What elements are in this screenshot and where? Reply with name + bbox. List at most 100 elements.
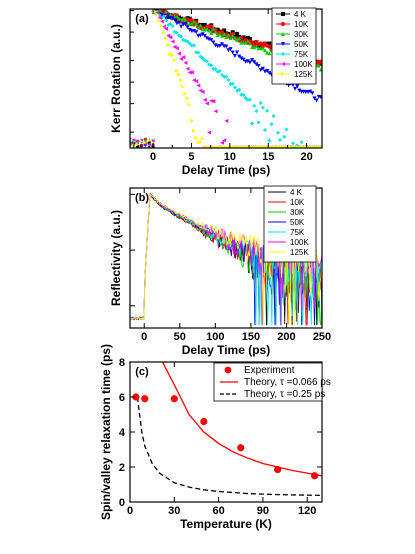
data-point — [220, 30, 225, 35]
data-point — [194, 22, 199, 27]
data-point — [213, 29, 218, 34]
data-point — [243, 40, 248, 45]
data-point — [316, 63, 321, 68]
data-point — [189, 18, 194, 23]
data-point — [228, 47, 233, 52]
data-point — [235, 31, 240, 36]
legend-box — [263, 185, 317, 263]
data-point — [159, 24, 164, 29]
x-tick-label: 0 — [127, 505, 133, 517]
data-point — [318, 67, 322, 72]
data-point — [230, 50, 235, 55]
data-point — [224, 118, 229, 123]
data-point — [179, 78, 184, 83]
series-line-100K — [130, 193, 322, 326]
data-point — [211, 40, 216, 45]
data-point — [209, 24, 214, 29]
data-point — [211, 99, 216, 104]
data-point — [185, 96, 190, 101]
data-point — [200, 32, 205, 37]
data-point — [183, 17, 188, 22]
data-point — [185, 39, 190, 44]
data-point — [168, 51, 173, 56]
data-point — [226, 48, 231, 53]
data-point — [174, 46, 179, 51]
legend-label: 75K — [294, 50, 309, 59]
data-point — [260, 66, 265, 71]
panel-label: (a) — [135, 13, 149, 25]
data-point — [174, 17, 179, 22]
data-point — [226, 78, 231, 83]
data-point — [139, 139, 144, 144]
experiment-point — [311, 472, 319, 480]
data-point — [202, 33, 207, 38]
data-point — [254, 62, 259, 67]
data-point — [230, 33, 235, 38]
data-point — [168, 12, 173, 17]
data-point — [241, 57, 246, 62]
data-point — [250, 40, 255, 45]
x-tick-label: 200 — [277, 331, 295, 343]
data-point — [183, 60, 188, 65]
data-point — [222, 31, 227, 36]
x-tick-label: 20 — [301, 151, 313, 163]
x-tick-label: 10 — [224, 151, 236, 163]
x-tick-label: 250 — [313, 331, 331, 343]
x-tick-label: 5 — [188, 151, 194, 163]
data-point — [179, 24, 184, 29]
experiment-point — [200, 417, 208, 426]
legend-label: 50K — [294, 40, 309, 49]
data-point — [237, 54, 242, 59]
data-point — [209, 30, 214, 35]
data-point — [217, 68, 222, 73]
data-point — [241, 35, 246, 40]
data-point — [147, 138, 151, 143]
axes-frame — [129, 187, 323, 329]
data-point — [204, 59, 209, 64]
experiment-point — [274, 466, 282, 474]
data-point — [166, 13, 171, 18]
data-point — [189, 70, 194, 75]
data-point — [310, 91, 315, 96]
data-point — [207, 28, 212, 33]
data-point — [170, 23, 175, 28]
experiment-point — [132, 393, 140, 401]
data-point — [181, 84, 186, 89]
data-point — [204, 101, 209, 106]
data-point — [161, 14, 166, 19]
data-point — [174, 30, 179, 35]
legend-marker — [281, 72, 285, 76]
x-tick-label: 150 — [242, 331, 260, 343]
data-point — [275, 130, 280, 135]
data-point — [183, 91, 188, 96]
data-point — [250, 58, 255, 63]
data-point — [247, 41, 252, 46]
data-point — [232, 35, 237, 40]
panel-b-reflectivity: 0 50 100 150 200 250 Delay Time (ps) Reflectivi… — [109, 185, 331, 357]
data-point — [151, 139, 155, 143]
experiment-point — [141, 395, 149, 403]
data-point — [284, 127, 289, 132]
y-axis-title: Reflectivity (a.u.) — [109, 210, 123, 306]
data-point — [164, 18, 169, 23]
y-tick-label: 8 — [119, 357, 125, 369]
data-point — [172, 58, 177, 63]
data-point — [260, 46, 265, 51]
data-point — [204, 36, 209, 41]
data-point — [155, 12, 160, 17]
series-75K — [130, 9, 322, 148]
data-point — [318, 59, 322, 64]
data-point — [265, 68, 270, 73]
data-point — [260, 105, 265, 110]
data-point — [271, 114, 276, 119]
y-tick-label: 0 — [119, 497, 125, 509]
data-point — [239, 92, 244, 97]
legend-label: 125K — [290, 248, 309, 257]
panel-c-relaxation-time: 0 30 60 90 120 0 2 4 6 8 Temperature (K) Spin/valle… — [99, 344, 331, 531]
y-tick-label: 4 — [119, 427, 126, 439]
data-point — [187, 16, 192, 21]
data-point — [230, 81, 235, 86]
data-point — [258, 101, 263, 106]
